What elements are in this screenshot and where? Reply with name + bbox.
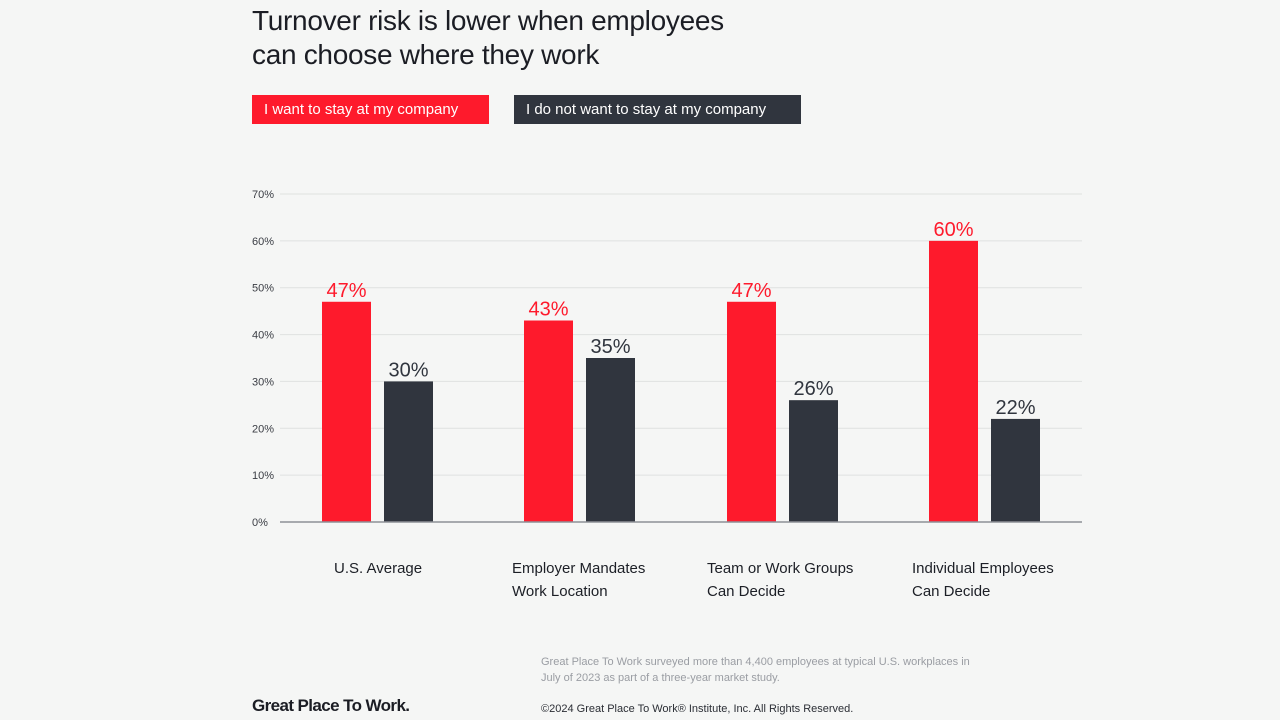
category-label-line: Can Decide xyxy=(707,583,786,600)
bar xyxy=(789,400,838,522)
brand-logo: Great Place To Work. xyxy=(252,696,410,715)
y-tick-label: 0% xyxy=(252,517,268,529)
data-label: 35% xyxy=(590,336,630,358)
y-tick-label: 30% xyxy=(252,376,274,388)
data-label: 60% xyxy=(933,219,973,241)
footnote-line: Great Place To Work surveyed more than 4… xyxy=(541,656,970,668)
data-label: 30% xyxy=(388,359,428,381)
category-label-line: Individual Employees xyxy=(912,560,1054,577)
y-tick-label: 20% xyxy=(252,423,274,435)
bar xyxy=(991,418,1040,522)
category-label-individual-decide: Individual Employees Can Decide xyxy=(912,557,1054,603)
bar xyxy=(929,240,978,522)
data-label: 26% xyxy=(793,378,833,400)
data-label: 22% xyxy=(995,397,1035,419)
category-label-line: Employer Mandates xyxy=(512,560,646,577)
y-tick-label: 40% xyxy=(252,330,274,342)
copyright-notice: ©2024 Great Place To Work® Institute, In… xyxy=(541,703,854,715)
bar xyxy=(524,320,573,522)
legend-item-stay: I want to stay at my company xyxy=(252,95,489,124)
y-tick-label: 50% xyxy=(252,283,274,295)
data-label: 47% xyxy=(731,280,771,302)
bar xyxy=(727,301,776,522)
category-label-line: Can Decide xyxy=(912,583,991,600)
category-label-line: U.S. Average xyxy=(334,560,423,577)
category-label-employer-mandates: Employer Mandates Work Location xyxy=(512,557,645,603)
category-label-line: Work Location xyxy=(512,583,608,600)
data-label: 47% xyxy=(326,280,366,302)
chart-title: Turnover risk is lower when employees ca… xyxy=(252,4,724,72)
chart-title-line-2: can choose where they work xyxy=(252,39,600,70)
y-tick-label: 60% xyxy=(252,236,274,248)
chart-title-line-1: Turnover risk is lower when employees xyxy=(252,5,724,36)
data-label: 43% xyxy=(528,299,568,321)
bar xyxy=(322,301,371,522)
category-label-line: Team or Work Groups xyxy=(707,560,854,577)
bar xyxy=(384,381,433,522)
y-tick-label: 10% xyxy=(252,470,274,482)
y-tick-label: 70% xyxy=(252,189,274,201)
legend-item-not-stay: I do not want to stay at my company xyxy=(514,95,801,124)
category-label-team-decide: Team or Work Groups Can Decide xyxy=(707,557,853,603)
bar xyxy=(586,358,635,522)
footnote-line: July of 2023 as part of a three-year mar… xyxy=(541,672,780,684)
survey-footnote: Great Place To Work surveyed more than 4… xyxy=(541,654,1001,686)
category-label-us-average: U.S. Average xyxy=(334,557,422,580)
